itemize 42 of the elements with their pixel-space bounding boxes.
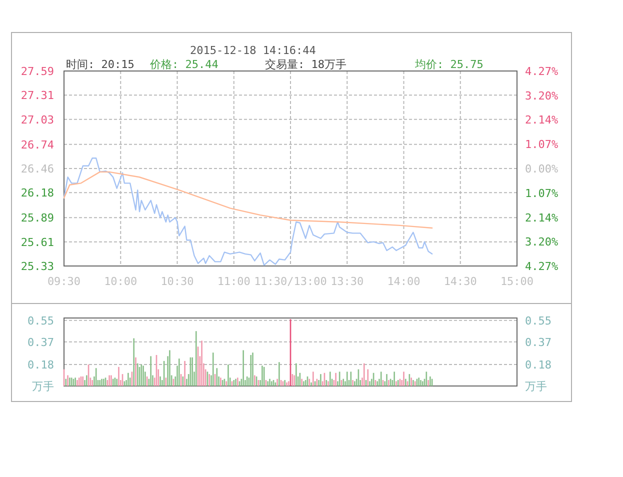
y2-tick-label: 3.20% <box>525 236 558 249</box>
text: 交易量: 18万手 <box>265 58 346 71</box>
y-tick-label: 25.61 <box>20 236 54 249</box>
y-tick-label: 27.31 <box>20 89 54 102</box>
x-tick-label: 13:30 <box>330 275 364 288</box>
x-tick-label: 14:00 <box>387 275 420 288</box>
line-series <box>63 158 433 266</box>
y-tick-label: 26.46 <box>20 162 54 176</box>
y-tick-label: 0.37 <box>28 336 54 349</box>
y2-tick-label: 0.55 <box>525 314 552 328</box>
x-tick-label: 14:30 <box>444 275 477 288</box>
y2-tick-label: 0.37 <box>525 336 552 349</box>
y-tick-label: 26.74 <box>20 138 54 152</box>
line-series <box>63 171 433 229</box>
text: 时间: 20:15 <box>66 58 134 71</box>
y2-tick-label: 3.20% <box>525 89 558 102</box>
x-tick-label: 10:00 <box>104 275 138 288</box>
x-tick-label: 11:30/13:00 <box>254 275 327 288</box>
y-tick-label: 27.59 <box>20 65 54 78</box>
y-tick-label: 27.03 <box>20 113 54 126</box>
y2-tick-label: 万手 <box>525 380 547 393</box>
y-tick-label: 0.55 <box>28 314 54 328</box>
y2-tick-label: 1.07% <box>525 138 558 152</box>
y2-tick-label: 4.27% <box>525 65 558 78</box>
y-tick-label: 万手 <box>32 380 54 393</box>
text: 价格: 25.44 <box>149 58 219 71</box>
x-tick-label: 10:30 <box>160 275 194 288</box>
y2-tick-label: 0.18 <box>525 358 552 372</box>
x-tick-label: 11:00 <box>217 275 250 288</box>
y2-tick-label: 1.07% <box>525 186 558 200</box>
y-tick-label: 25.33 <box>20 260 54 273</box>
y-tick-label: 26.18 <box>20 186 54 200</box>
chart-title: 2015-12-18 14:16:44 <box>190 44 316 57</box>
y2-tick-label: 0.00% <box>525 162 558 176</box>
y-tick-label: 25.89 <box>20 212 54 225</box>
y2-tick-label: 2.14% <box>525 114 558 127</box>
y-tick-label: 0.18 <box>28 358 54 372</box>
x-tick-label: 09:30 <box>47 275 81 288</box>
x-tick-label: 15:00 <box>500 275 534 288</box>
text: 均价: 25.75 <box>414 58 484 71</box>
y2-tick-label: 2.14% <box>525 211 558 224</box>
y2-tick-label: 4.27% <box>525 260 558 273</box>
